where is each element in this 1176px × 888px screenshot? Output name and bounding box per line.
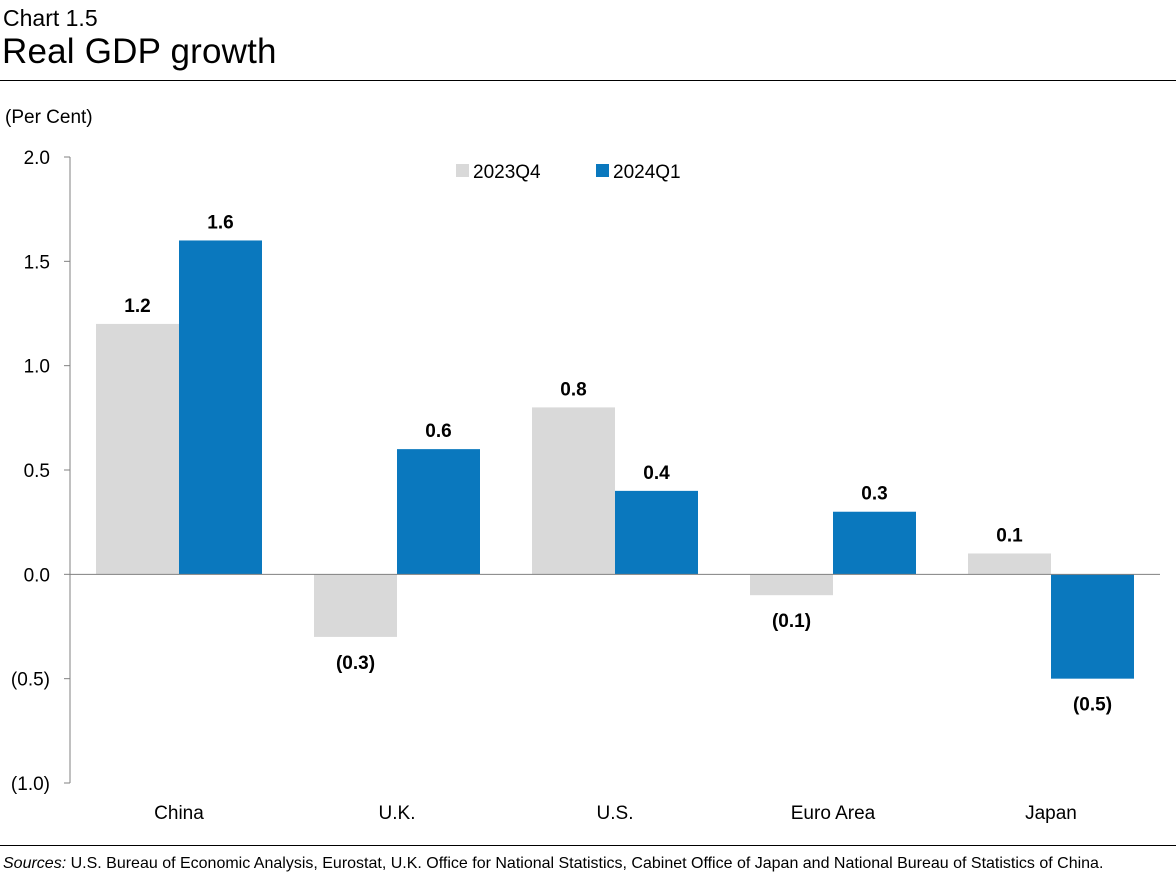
y-tick-label: 1.5 <box>24 252 50 273</box>
category-label: U.S. <box>597 803 634 824</box>
y-tick-label: (1.0) <box>11 774 50 795</box>
top-rule <box>0 80 1176 81</box>
category-label: Euro Area <box>791 803 876 824</box>
data-label: 0.1 <box>996 525 1023 546</box>
data-label: 1.2 <box>124 296 150 317</box>
chart-label: Chart 1.5 <box>3 5 98 31</box>
bar-2024Q1-euro-area <box>833 511 916 575</box>
bar-2023Q4-japan <box>968 553 1051 575</box>
bar-2024Q1-japan <box>1051 574 1134 679</box>
sources-prefix: Sources: <box>3 855 67 872</box>
category-label: U.K. <box>379 803 416 824</box>
y-tick-label: 2.0 <box>24 148 50 169</box>
bottom-rule <box>0 845 1176 846</box>
sources-text: U.S. Bureau of Economic Analysis, Eurost… <box>66 855 1104 872</box>
data-label: 0.4 <box>643 463 670 484</box>
chart-title: Real GDP growth <box>2 32 277 71</box>
category-label: China <box>154 803 204 824</box>
bar-2023Q4-u-s- <box>532 407 615 575</box>
data-label: (0.3) <box>336 653 375 674</box>
y-tick-label: (0.5) <box>11 670 50 691</box>
bar-2024Q1-u-k- <box>397 449 480 575</box>
data-label: 0.3 <box>861 484 887 505</box>
data-label: (0.1) <box>772 611 811 632</box>
bar-2024Q1-u-s- <box>615 490 698 575</box>
legend-label: 2023Q4 <box>473 162 541 183</box>
sources-note: Sources: U.S. Bureau of Economic Analysi… <box>3 855 1103 873</box>
y-tick-label: 1.0 <box>24 357 50 378</box>
bar-2023Q4-china <box>96 323 179 575</box>
data-label: 1.6 <box>207 212 233 233</box>
legend-swatch-2023Q4 <box>456 164 469 177</box>
legend-label: 2024Q1 <box>613 162 681 183</box>
bar-2023Q4-u-k- <box>314 574 397 637</box>
data-label: (0.5) <box>1073 695 1112 716</box>
bar-2023Q4-euro-area <box>750 574 833 596</box>
data-label: 0.8 <box>560 379 586 400</box>
data-label: 0.6 <box>425 421 451 442</box>
bar-2024Q1-china <box>179 240 262 575</box>
y-tick-label: 0.0 <box>24 565 50 586</box>
y-tick-label: 0.5 <box>24 461 50 482</box>
category-label: Japan <box>1025 803 1077 824</box>
y-axis-unit-label: (Per Cent) <box>5 107 93 128</box>
legend-swatch-2024Q1 <box>596 164 609 177</box>
